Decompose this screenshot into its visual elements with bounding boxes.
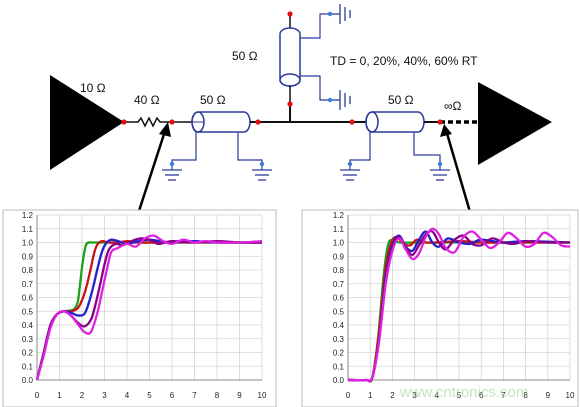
waveform-curves	[35, 234, 263, 381]
y-tick-labels: 0.0 0.1 0.2 0.3 0.4 0.5 0.6 0.7 0.8 0.9 1.0 1.1 1.2	[333, 211, 345, 385]
x-tick-label: 4	[125, 391, 130, 400]
x-tick-label: 0	[35, 391, 40, 400]
x-tick-label: 5	[147, 391, 152, 400]
left-waveform-plot: 0.00.10.20.30.40.50.60.70.80.91.01.11.2 …	[2, 209, 277, 407]
y-tick-label: 0.4	[333, 321, 345, 330]
driver-buffer	[50, 75, 124, 170]
waveform-curves	[347, 227, 571, 383]
x-tick-label: 2	[390, 391, 395, 400]
waveform-magenta	[347, 227, 571, 383]
y-tick-label: 0.5	[333, 307, 345, 316]
probe-arrow-right	[440, 124, 472, 213]
y-tick-label: 0.2	[22, 349, 34, 358]
receiver-buffer	[478, 82, 552, 165]
y-tick-labels: 0.0 0.1 0.2 0.3 0.4 0.5 0.6 0.7 0.8 0.9 1.0 1.1 1.2	[22, 211, 34, 385]
series-resistor-label: 40 Ω	[134, 93, 160, 107]
x-tick-label: 8	[215, 391, 220, 400]
x-tick-label: 6	[479, 391, 484, 400]
y-tick-label: 0.1	[22, 362, 34, 371]
series-resistor	[124, 116, 172, 128]
x-tick-label: 7	[192, 391, 197, 400]
y-tick-label: 1.1	[333, 225, 345, 234]
y-tick-label: 0.8	[22, 266, 34, 275]
y-tick-label: 1.2	[333, 211, 345, 220]
y-tick-label: 0.0	[22, 376, 34, 385]
y-tick-label: 0.4	[22, 321, 34, 330]
y-tick-label: 0.6	[333, 294, 345, 303]
x-tick-label: 3	[102, 391, 107, 400]
y-tick-label: 0.0	[333, 376, 345, 385]
y-tick-label: 0.3	[333, 335, 345, 344]
x-tick-label: 2	[80, 391, 85, 400]
ground-symbol	[430, 169, 450, 181]
y-tick-label: 1.2	[22, 211, 34, 220]
y-tick-label: 0.3	[22, 335, 34, 344]
ground-symbol	[340, 169, 360, 181]
node-markers	[121, 11, 443, 125]
x-tick-label: 4	[435, 391, 440, 400]
right-waveform-plot: 0.00.10.20.30.40.50.60.70.80.91.01.11.2 …	[301, 209, 579, 407]
right-transmission-line	[349, 111, 441, 170]
y-tick-label: 0.6	[22, 294, 34, 303]
y-tick-label: 0.7	[22, 280, 34, 289]
x-tick-label: 1	[57, 391, 62, 400]
ground-symbol	[330, 90, 351, 110]
x-tick-label: 7	[501, 391, 506, 400]
x-tick-label: 9	[546, 391, 551, 400]
x-tick-label: 6	[170, 391, 175, 400]
ground-symbol	[162, 169, 182, 181]
x-tick-label: 1	[368, 391, 373, 400]
shield-markers	[169, 11, 443, 167]
right-line-impedance-label: 50 Ω	[388, 93, 414, 107]
x-tick-label: 5	[457, 391, 462, 400]
x-tick-label: 10	[258, 391, 267, 400]
schematic: 10 Ω 40 Ω 50 Ω	[50, 4, 552, 215]
left-line-impedance-label: 50 Ω	[200, 93, 226, 107]
x-tick-label: 10	[566, 391, 575, 400]
ground-symbol	[330, 4, 351, 24]
y-tick-label: 1.0	[22, 239, 34, 248]
ground-symbol	[252, 169, 272, 181]
td-note: TD = 0, 20%, 40%, 60% RT	[330, 54, 478, 68]
y-tick-label: 0.2	[333, 349, 345, 358]
probe-arrow-left	[136, 122, 171, 215]
y-tick-label: 0.8	[333, 266, 345, 275]
y-tick-label: 0.1	[333, 362, 345, 371]
load-impedance-label: ∞Ω	[444, 99, 462, 113]
stub-line-impedance-label: 50 Ω	[232, 49, 258, 63]
y-tick-label: 0.5	[22, 307, 34, 316]
y-tick-label: 1.1	[22, 225, 34, 234]
stub-transmission-line	[279, 13, 330, 104]
left-transmission-line	[171, 111, 290, 170]
driver-impedance-label: 10 Ω	[80, 81, 106, 95]
x-tick-label: 8	[523, 391, 528, 400]
x-tick-label: 9	[237, 391, 242, 400]
x-tick-label: 0	[346, 391, 351, 400]
watermark: www.cntronics.com	[399, 384, 528, 401]
x-tick-labels: 0 1 2 3 4 5 6 7 8 9 10	[346, 391, 575, 400]
x-tick-label: 3	[412, 391, 417, 400]
x-tick-labels: 0 1 2 3 4 5 6 7 8 9 10	[35, 391, 267, 400]
y-tick-label: 1.0	[333, 239, 345, 248]
y-tick-label: 0.9	[22, 252, 34, 261]
y-tick-label: 0.9	[333, 252, 345, 261]
y-tick-label: 0.7	[333, 280, 345, 289]
waveform-magenta	[35, 234, 263, 381]
